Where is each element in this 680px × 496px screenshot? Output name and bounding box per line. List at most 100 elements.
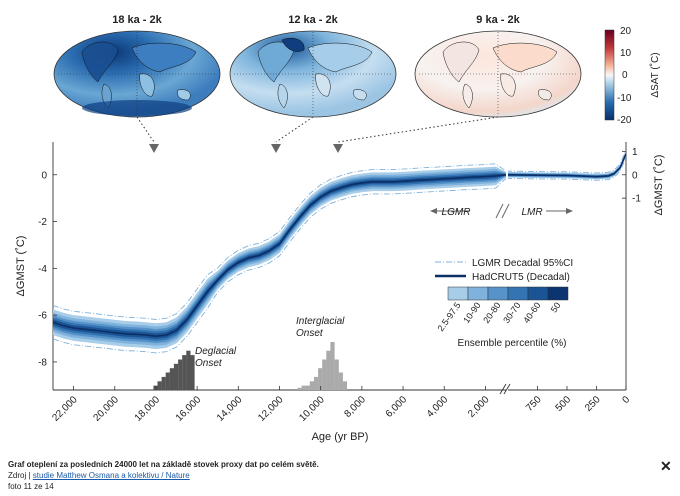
ci-boundary <box>53 178 506 354</box>
histogram-bar <box>161 376 166 390</box>
ci-boundary <box>508 149 626 174</box>
y-tick-label: 0 <box>41 170 47 181</box>
percentile-swatch <box>507 286 529 301</box>
lgmr-label: LGMR <box>442 207 471 218</box>
caption-title: Graf oteplení za posledních 24000 let na… <box>8 460 319 469</box>
colorbar-tick: -20 <box>617 115 632 126</box>
histogram-bar <box>182 355 187 390</box>
histogram-bar <box>334 359 339 390</box>
histogram-bar <box>314 376 319 390</box>
x-tick-label: 16,000 <box>174 394 204 424</box>
deglacial-onset-label: Deglacial Onset <box>195 346 237 369</box>
y-tick-label-right: 1 <box>632 147 638 158</box>
x-axis-label: Age (yr BP) <box>312 431 369 443</box>
percentile-swatch <box>487 286 509 301</box>
histogram-bar <box>305 385 310 390</box>
map-12ka <box>229 30 397 118</box>
x-tick-label: 2,000 <box>466 394 492 420</box>
colorbar: 20 10 0 -10 -20 ΔSAT (˚C) <box>604 26 661 126</box>
map-title-9ka: 9 ka - 2k <box>476 14 520 26</box>
colorbar-label: ΔSAT (˚C) <box>649 52 661 97</box>
histogram-bar <box>330 342 335 390</box>
x-tick-label: 0 <box>620 394 632 406</box>
map-title-12ka: 12 ka - 2k <box>288 14 338 26</box>
x-tick-label: 6,000 <box>384 394 410 420</box>
legend-ci-label: LGMR Decadal 95%CI <box>472 258 573 269</box>
x-tick-label: 250 <box>583 394 603 414</box>
y-axis-label: ΔGMST (˚C) <box>15 236 27 297</box>
y-tick-label: -4 <box>38 264 47 275</box>
map-9ka <box>414 30 582 118</box>
histogram-bar <box>157 381 162 390</box>
percentile-tick-label: 30-70 <box>501 300 522 325</box>
colorbar-tick: -10 <box>617 93 632 104</box>
percentile-swatch <box>447 286 469 301</box>
map-18ka <box>53 30 221 118</box>
percentile-title: Ensemble percentile (%) <box>458 338 567 349</box>
map-connectors <box>136 116 499 143</box>
legend-hadcrut-label: HadCRUT5 (Decadal) <box>472 272 570 283</box>
x-tick-label: 20,000 <box>91 394 121 424</box>
percentile-band <box>53 172 506 342</box>
caption: Graf oteplení za posledních 24000 let na… <box>8 459 648 492</box>
percentile-tick-label: 2.5-97.5 <box>436 300 463 333</box>
series-line <box>53 174 506 338</box>
percentile-tick-label: 50 <box>549 300 563 314</box>
percentile-tick-label: 10-90 <box>461 300 482 325</box>
map-title-18ka: 18 ka - 2k <box>112 14 162 26</box>
histogram-bar <box>186 350 191 390</box>
histogram-bar <box>165 372 170 390</box>
histogram-bar <box>153 385 158 390</box>
axis-break <box>499 383 511 395</box>
percentile-band <box>53 168 506 346</box>
histogram-bar <box>309 381 314 390</box>
y-tick-label: -6 <box>38 311 47 322</box>
x-tick-label: 12,000 <box>256 394 286 424</box>
series-line <box>508 153 626 178</box>
interglacial-onset-label: Interglacial Onset <box>296 316 345 339</box>
legend: LGMR Decadal 95%CI HadCRUT5 (Decadal) 2.… <box>435 258 573 349</box>
histogram-bar <box>342 381 347 390</box>
histogram-bar <box>322 359 327 390</box>
percentile-tick-label: 40-60 <box>521 300 542 325</box>
y-tick-label: -2 <box>38 217 47 228</box>
x-tick-label: 14,000 <box>215 394 245 424</box>
x-tick-label: 18,000 <box>133 394 163 424</box>
x-tick-label: 500 <box>554 394 574 414</box>
caption-source-link[interactable]: studie Matthew Osmana a kolektivu / Natu… <box>32 471 190 480</box>
percentile-band <box>53 170 506 344</box>
caption-source-prefix: Zdroj | <box>8 471 31 480</box>
ci-boundary <box>508 157 626 181</box>
percentile-band <box>53 166 506 350</box>
histogram-bar <box>301 385 306 390</box>
colorbar-tick: 10 <box>620 48 632 59</box>
lgmr-lmr-annotation: LGMR LMR <box>430 203 573 219</box>
x-tick-label: 4,000 <box>425 394 451 420</box>
marker-triangle <box>149 144 159 153</box>
figure: 18 ka - 2k 12 ka - 2k 9 ka - 2k <box>15 14 665 443</box>
histogram-bar <box>190 355 195 390</box>
percentile-band <box>53 173 506 339</box>
caption-counter: foto 11 ze 14 <box>8 482 54 491</box>
map-markers <box>149 144 343 153</box>
y-tick-label-right: 0 <box>632 170 638 181</box>
y-axis-label-right: ΔGMST (˚C) <box>653 155 665 216</box>
histogram-bar <box>297 387 302 390</box>
histogram-bar <box>169 368 174 390</box>
colorbar-tick: 20 <box>620 26 632 37</box>
x-tick-label: 22,000 <box>50 394 80 424</box>
histogram-bar <box>338 372 343 390</box>
percentile-swatch <box>467 286 489 301</box>
percentile-swatch <box>527 286 549 301</box>
x-tick-label: 8,000 <box>343 394 369 420</box>
marker-triangle <box>271 144 281 153</box>
histogram-bar <box>173 363 179 390</box>
marker-triangle <box>333 144 343 153</box>
lmr-label: LMR <box>521 207 542 218</box>
x-tick-label: 750 <box>524 394 544 414</box>
y-tick-label: -8 <box>38 357 47 368</box>
close-icon[interactable]: ✕ <box>660 458 672 474</box>
x-tick-label: 10,000 <box>297 394 327 424</box>
caption-source: Zdroj | studie Matthew Osmana a kolektiv… <box>8 470 648 481</box>
